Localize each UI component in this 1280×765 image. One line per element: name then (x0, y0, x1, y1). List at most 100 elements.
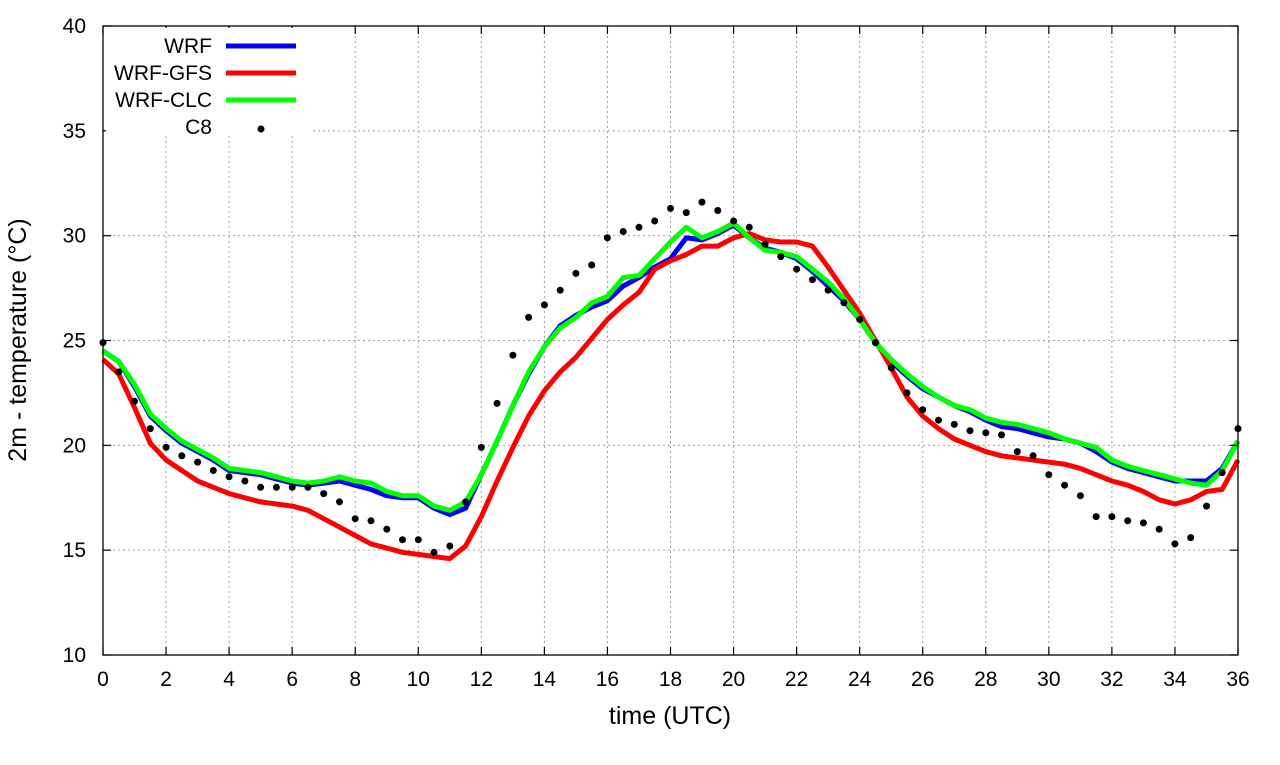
data-point-c8 (1139, 519, 1147, 527)
x-tick-label: 24 (848, 668, 872, 691)
data-point-c8 (1076, 492, 1084, 500)
data-point-c8 (950, 420, 958, 428)
data-point-c8 (383, 525, 391, 533)
y-tick-label: 35 (63, 120, 86, 143)
data-point-c8 (667, 204, 674, 212)
x-tick-label: 2 (160, 668, 172, 691)
data-point-c8 (903, 389, 911, 397)
data-point-c8 (1187, 534, 1195, 542)
data-point-c8 (194, 458, 202, 466)
data-point-c8 (698, 198, 706, 206)
data-point-c8 (540, 301, 548, 309)
data-point-c8 (1108, 513, 1116, 521)
legend-label-c8: C8 (185, 116, 212, 139)
data-point-c8 (304, 483, 312, 491)
x-tick-label: 16 (596, 668, 619, 691)
y-tick-label: 25 (63, 330, 86, 353)
data-point-c8 (430, 548, 438, 556)
data-point-c8 (399, 536, 406, 544)
data-point-c8 (509, 351, 517, 359)
data-point-c8 (588, 261, 596, 269)
data-point-c8 (808, 276, 816, 284)
data-point-c8 (288, 483, 296, 491)
data-point-c8 (635, 223, 643, 231)
data-point-c8 (1155, 525, 1163, 533)
data-point-c8 (777, 253, 785, 261)
data-point-c8 (1029, 452, 1037, 460)
series-line-wrf-clc (101, 220, 1241, 513)
data-point-c8 (572, 269, 580, 277)
data-point-c8 (730, 217, 738, 225)
x-tick-label: 20 (722, 668, 745, 691)
data-point-c8 (1013, 448, 1021, 456)
data-point-c8 (446, 542, 454, 550)
x-tick-label: 0 (97, 668, 109, 691)
y-axis-title: 2m - temperature (°C) (4, 218, 32, 461)
data-point-c8 (998, 431, 1005, 439)
data-point-c8 (1218, 469, 1226, 477)
x-tick-label: 12 (470, 668, 493, 691)
data-point-c8 (209, 467, 217, 474)
data-point-c8 (320, 490, 328, 498)
data-point-c8 (1171, 540, 1179, 548)
grid (103, 26, 1238, 655)
data-point-c8 (178, 452, 186, 460)
data-point-c8 (935, 416, 942, 424)
series-line-wrf-gfs (101, 231, 1241, 562)
y-tick-label: 30 (63, 225, 86, 248)
data-point-c8 (856, 316, 864, 323)
data-point-c8 (919, 406, 927, 414)
data-point-c8 (414, 536, 422, 544)
data-point-c8 (1092, 513, 1100, 521)
data-point-c8 (840, 299, 848, 307)
x-tick-label: 6 (286, 668, 298, 691)
data-point-c8 (603, 234, 611, 242)
x-tick-label: 10 (407, 668, 430, 691)
data-point-c8 (651, 217, 659, 225)
data-point-c8 (824, 286, 832, 294)
data-point-c8 (982, 429, 990, 437)
x-tick-label: 34 (1163, 668, 1187, 691)
data-point-c8 (619, 228, 627, 235)
y-tick-label: 40 (63, 15, 86, 38)
x-tick-label: 22 (785, 668, 808, 691)
data-point-c8 (525, 313, 533, 321)
y-tick-label: 15 (63, 539, 86, 562)
data-point-c8 (241, 477, 249, 485)
data-point-c8 (367, 517, 375, 525)
data-point-c8 (351, 515, 359, 523)
data-point-c8 (146, 425, 154, 433)
x-tick-label: 30 (1037, 668, 1060, 691)
data-point-c8 (131, 397, 138, 405)
x-tick-label: 4 (223, 668, 235, 691)
axis-ticks: 0 2 4 6 8 10 12 14 16 18 20 22 24 26 28 30 32 34 361015202… (63, 15, 1250, 691)
legend: WRF WRF-GFS WRF-CLC C8 (106, 28, 312, 139)
x-tick-label: 28 (974, 668, 997, 691)
x-tick-label: 32 (1100, 668, 1123, 691)
data-point-c8 (225, 473, 233, 481)
data-point-c8 (336, 498, 343, 506)
data-point-c8 (1061, 481, 1069, 489)
data-point-c8 (162, 443, 170, 451)
y-tick-label: 10 (63, 644, 86, 667)
legend-label-wrf-gfs: WRF-GFS (114, 62, 212, 85)
data-point-c8 (556, 286, 564, 294)
data-point-c8 (272, 483, 280, 491)
x-tick-label: 26 (911, 668, 934, 691)
data-point-c8 (793, 265, 801, 273)
data-point-c8 (966, 427, 974, 435)
data-point-c8 (1045, 471, 1053, 479)
legend-label-wrf-clc: WRF-CLC (115, 89, 212, 112)
x-tick-label: 18 (659, 668, 682, 691)
data-point-c8 (761, 240, 769, 248)
x-tick-label: 8 (349, 668, 361, 691)
x-tick-label: 36 (1226, 668, 1249, 691)
data-point-c8 (477, 443, 485, 451)
data-point-c8 (1203, 502, 1210, 510)
data-point-c8 (682, 209, 690, 217)
data-point-c8 (887, 364, 895, 372)
x-axis-title: time (UTC) (609, 702, 731, 730)
series-points-c8 (99, 198, 1242, 556)
data-point-c8 (1124, 517, 1132, 525)
